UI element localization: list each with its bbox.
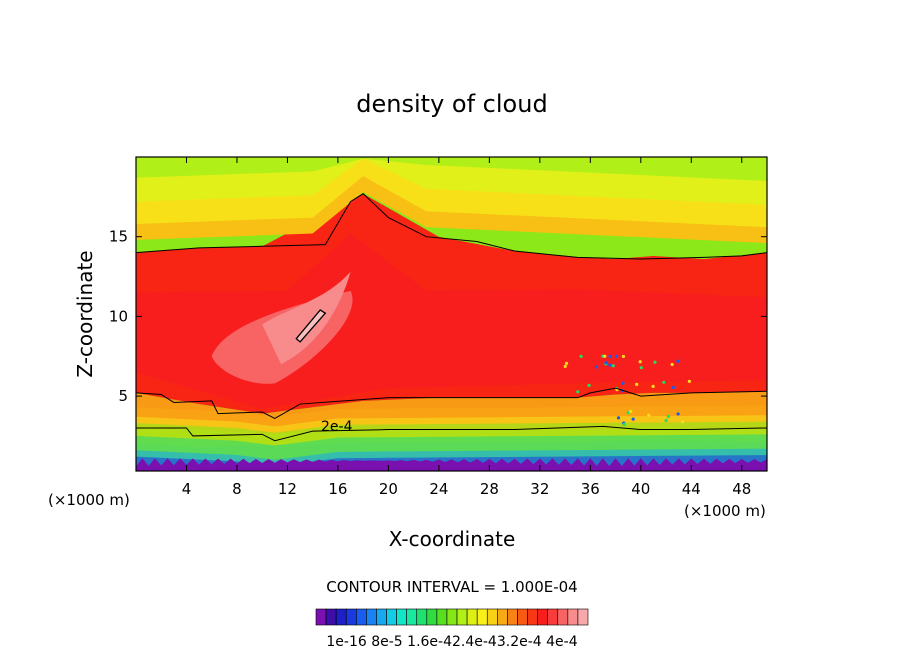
x-tick-label: 48 xyxy=(732,480,751,498)
colorbar-swatch xyxy=(335,608,347,626)
y-axis-ticks: 5 10 15 xyxy=(109,228,767,405)
x-tick-label: 32 xyxy=(530,480,549,498)
contour-label: 2e-4 xyxy=(321,419,353,435)
density-speckle xyxy=(563,364,567,368)
y-tick-label: 5 xyxy=(118,387,128,405)
colorbar-swatch xyxy=(517,608,528,626)
x-tick-label: 36 xyxy=(581,480,600,498)
x-tick-label: 20 xyxy=(379,480,398,498)
colorbar-swatch xyxy=(396,608,407,626)
x-tick-label: 24 xyxy=(429,480,448,498)
x-tick-label: 4 xyxy=(182,480,192,498)
x-tick-label: 8 xyxy=(232,480,242,498)
colorbar-swatch xyxy=(466,608,478,626)
contour-line xyxy=(136,387,767,419)
colorbar-swatch xyxy=(527,608,538,626)
contour-lines xyxy=(136,193,767,442)
x-tick-label: 40 xyxy=(631,480,650,498)
colorbar-swatch xyxy=(376,608,387,626)
density-speckle xyxy=(639,366,643,370)
colorbar-swatch xyxy=(557,608,569,626)
chart-title: density of cloud xyxy=(356,90,547,118)
colorbar-swatch xyxy=(406,608,418,626)
density-speckle xyxy=(653,360,657,364)
colorbar-swatch xyxy=(567,608,579,626)
density-speckle xyxy=(564,361,569,365)
contour-line xyxy=(136,425,767,442)
density-speckle xyxy=(611,364,615,368)
density-speckle xyxy=(681,420,685,424)
contour-interval-text: CONTOUR INTERVAL = 1.000E-04 xyxy=(326,578,577,596)
colorbar-swatch xyxy=(456,608,468,626)
colorbar-swatch xyxy=(497,608,508,626)
contour-line xyxy=(136,193,767,260)
density-speckle xyxy=(579,354,583,358)
density-speckle xyxy=(676,359,680,363)
colorbar-swatch xyxy=(446,608,458,626)
density-speckle xyxy=(608,354,612,359)
colorbar-swatch xyxy=(577,608,589,626)
density-speckle xyxy=(587,383,591,387)
density-speckle xyxy=(604,361,608,365)
density-speckle xyxy=(615,354,619,358)
density-speckle xyxy=(626,411,630,415)
colorbar-swatch xyxy=(416,608,428,626)
y-tick-label: 15 xyxy=(109,228,128,246)
density-speckle xyxy=(594,365,599,369)
colorbar-swatch xyxy=(366,608,377,626)
density-speckle xyxy=(603,354,607,358)
density-band xyxy=(136,157,767,181)
density-speckle xyxy=(621,354,626,359)
density-speckle xyxy=(651,384,655,388)
colorbar-labels: 1e-16 8e-5 1.6e-42.4e-43.2e-4 4e-4 xyxy=(326,634,577,650)
density-speckle xyxy=(671,385,675,390)
x-unit-right: (×1000 m) xyxy=(684,502,766,520)
colorbar-swatch xyxy=(507,608,518,626)
density-speckle xyxy=(662,380,666,384)
density-speckle xyxy=(608,363,612,367)
colorbar-swatch xyxy=(325,608,337,626)
colorbar-swatch xyxy=(386,608,397,626)
x-unit-left: (×1000 m) xyxy=(48,491,130,509)
density-speckle xyxy=(616,416,621,420)
density-speckle xyxy=(635,382,639,386)
x-tick-label: 12 xyxy=(278,480,297,498)
density-speckle xyxy=(670,362,674,367)
density-speckle xyxy=(621,381,625,385)
density-speckle xyxy=(638,360,642,364)
colorbar xyxy=(315,608,589,626)
density-speckle xyxy=(687,379,691,383)
colorbar-swatch xyxy=(537,608,549,626)
density-speckle xyxy=(647,413,651,417)
x-tick-label: 44 xyxy=(682,480,701,498)
density-speckle xyxy=(622,422,626,427)
density-base xyxy=(136,458,767,471)
colorbar-swatch xyxy=(436,608,448,626)
density-speckle xyxy=(629,409,633,413)
density-speckle xyxy=(664,418,668,423)
y-tick-label: 10 xyxy=(109,307,128,325)
colorbar-swatch xyxy=(426,608,438,626)
density-speckle xyxy=(576,390,580,394)
density-core xyxy=(262,271,351,365)
plot-frame xyxy=(135,156,768,472)
density-speckle xyxy=(676,412,680,416)
colorbar-swatch xyxy=(476,608,488,626)
x-axis-ticks: 4 8 12 16 20 24 28 32 36 40 44 48 xyxy=(182,157,751,498)
density-core xyxy=(295,309,327,343)
y-axis-label: Z-coordinate xyxy=(73,250,97,377)
colorbar-swatch xyxy=(355,608,367,626)
colorbar-swatch xyxy=(486,608,498,626)
x-tick-label: 16 xyxy=(328,480,347,498)
x-tick-label: 28 xyxy=(480,480,499,498)
x-axis-label: X-coordinate xyxy=(389,527,516,551)
density-features xyxy=(136,233,767,471)
colorbar-swatch xyxy=(315,608,327,626)
colorbar-swatch xyxy=(547,608,559,626)
density-speckle xyxy=(666,414,671,419)
colorbar-swatch xyxy=(345,608,357,626)
density-speckle xyxy=(631,417,635,421)
